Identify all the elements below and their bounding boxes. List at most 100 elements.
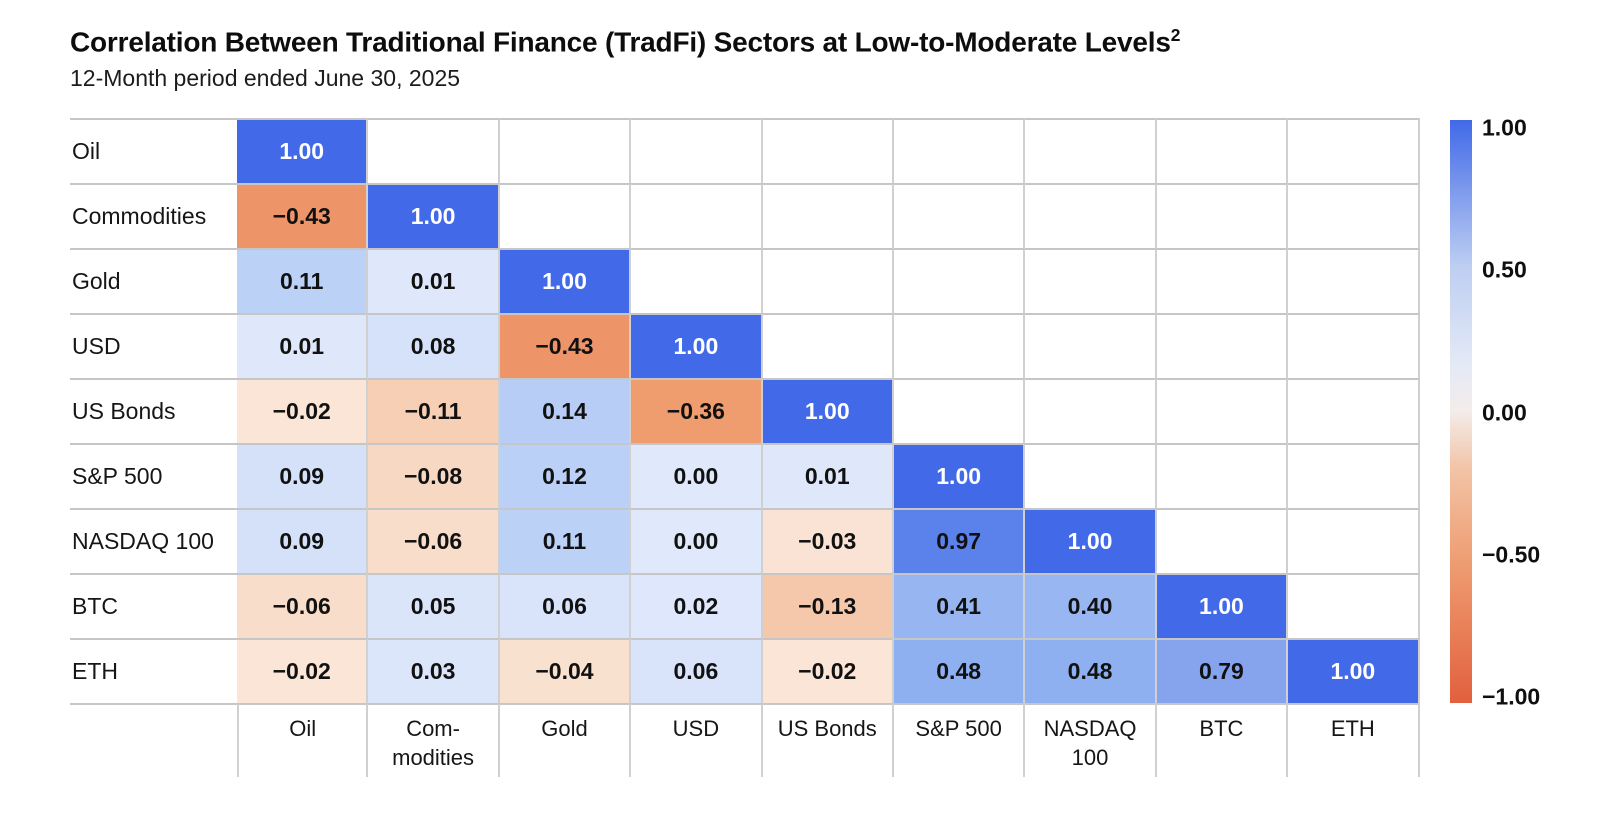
row-label: Commodities: [70, 183, 237, 248]
row-label: S&P 500: [70, 443, 237, 508]
matrix-cell-empty: [1156, 378, 1289, 443]
matrix-cell: 0.48: [1025, 638, 1157, 703]
matrix-cell-empty: [1156, 183, 1289, 248]
matrix-cell-empty: [1025, 248, 1157, 313]
column-header: S&P 500: [893, 703, 1026, 777]
matrix-cell-empty: [893, 183, 1026, 248]
matrix-cell-empty: [1025, 313, 1157, 378]
matrix-cell: −0.02: [762, 638, 894, 703]
matrix-cell: 0.41: [893, 573, 1026, 638]
matrix-cell: −0.02: [237, 378, 369, 443]
matrix-cell-empty: [499, 118, 632, 183]
matrix-cell: 0.01: [368, 248, 500, 313]
matrix-cell-empty: [368, 118, 500, 183]
matrix-cell: −0.36: [631, 378, 763, 443]
matrix-cell-empty: [1156, 313, 1289, 378]
matrix-cell: −0.43: [499, 313, 632, 378]
matrix-cell: 0.06: [499, 573, 632, 638]
chart-title: Correlation Between Traditional Finance …: [70, 25, 1180, 58]
matrix-cell-empty: [1025, 118, 1157, 183]
matrix-cell: 1.00: [631, 313, 763, 378]
matrix-cell: −0.06: [368, 508, 500, 573]
colorbar-tick-label: −0.50: [1482, 541, 1541, 568]
column-header: Com- modities: [368, 703, 500, 777]
column-header: ETH: [1288, 703, 1420, 777]
correlation-matrix: Oil 1.00 Commodities −0.43 1.00 Gold 0.11 0.01 1…: [70, 118, 1420, 777]
matrix-cell: 0.08: [368, 313, 500, 378]
matrix-cell: 0.09: [237, 508, 369, 573]
matrix-cell: −0.11: [368, 378, 500, 443]
matrix-cell-empty: [631, 183, 763, 248]
matrix-cell: 0.40: [1025, 573, 1157, 638]
matrix-cell: 0.79: [1156, 638, 1289, 703]
matrix-cell-empty: [893, 248, 1026, 313]
column-header: USD: [631, 703, 763, 777]
matrix-cell: 0.02: [631, 573, 763, 638]
matrix-cell-empty: [1025, 443, 1157, 508]
matrix-cell: 0.14: [499, 378, 632, 443]
matrix-cell: 1.00: [1288, 638, 1420, 703]
column-header: Gold: [499, 703, 632, 777]
matrix-cell: 0.05: [368, 573, 500, 638]
matrix-cell: −0.06: [237, 573, 369, 638]
matrix-cell: 0.06: [631, 638, 763, 703]
row-label: US Bonds: [70, 378, 237, 443]
matrix-cell-empty: [762, 248, 894, 313]
matrix-cell-empty: [1156, 508, 1289, 573]
row-label: ETH: [70, 638, 237, 703]
matrix-cell: 1.00: [762, 378, 894, 443]
row-label: NASDAQ 100: [70, 508, 237, 573]
matrix-cell: 1.00: [893, 443, 1026, 508]
matrix-cell-empty: [762, 313, 894, 378]
matrix-cell: −0.13: [762, 573, 894, 638]
matrix-cell-empty: [631, 248, 763, 313]
row-label: Oil: [70, 118, 237, 183]
colorbar-tick-label: 1.00: [1482, 114, 1527, 141]
row-label: BTC: [70, 573, 237, 638]
row-label: USD: [70, 313, 237, 378]
matrix-cell-empty: [1288, 573, 1420, 638]
column-header: BTC: [1156, 703, 1289, 777]
matrix-cell: −0.43: [237, 183, 369, 248]
footnote-marker: 2: [1170, 25, 1181, 45]
matrix-cell-empty: [893, 378, 1026, 443]
colorbar-tick-label: 0.50: [1482, 256, 1527, 283]
matrix-cell-empty: [1156, 118, 1289, 183]
matrix-cell: 0.12: [499, 443, 632, 508]
matrix-cell-empty: [893, 313, 1026, 378]
matrix-cell: 0.11: [237, 248, 369, 313]
matrix-cell-empty: [1288, 508, 1420, 573]
matrix-cell-empty: [1156, 248, 1289, 313]
colorbar-tick-label: −1.00: [1482, 683, 1541, 710]
matrix-cell: 0.09: [237, 443, 369, 508]
matrix-cell: 0.03: [368, 638, 500, 703]
matrix-cell: 0.01: [762, 443, 894, 508]
matrix-cell: 0.97: [893, 508, 1026, 573]
matrix-cell: 0.00: [631, 508, 763, 573]
matrix-cell-empty: [1288, 313, 1420, 378]
matrix-cell: −0.03: [762, 508, 894, 573]
matrix-cell: −0.04: [499, 638, 632, 703]
axis-corner: [70, 703, 237, 777]
matrix-cell-empty: [1156, 443, 1289, 508]
matrix-cell: −0.08: [368, 443, 500, 508]
column-header: NASDAQ 100: [1025, 703, 1157, 777]
matrix-cell: 1.00: [1156, 573, 1289, 638]
chart-title-text: Correlation Between Traditional Finance …: [70, 26, 1171, 58]
matrix-cell: 1.00: [237, 118, 369, 183]
matrix-cell-empty: [499, 183, 632, 248]
matrix-cell-empty: [762, 118, 894, 183]
colorbar-gradient: [1450, 120, 1472, 703]
matrix-cell-empty: [1288, 118, 1420, 183]
matrix-cell-empty: [893, 118, 1026, 183]
matrix-cell: 0.11: [499, 508, 632, 573]
matrix-cell: 1.00: [368, 183, 500, 248]
matrix-cell-empty: [762, 183, 894, 248]
matrix-cell: 1.00: [499, 248, 632, 313]
row-label: Gold: [70, 248, 237, 313]
matrix-cell: 0.48: [893, 638, 1026, 703]
chart-subtitle: 12-Month period ended June 30, 2025: [70, 65, 461, 91]
matrix-cell: 0.01: [237, 313, 369, 378]
matrix-cell-empty: [1025, 183, 1157, 248]
